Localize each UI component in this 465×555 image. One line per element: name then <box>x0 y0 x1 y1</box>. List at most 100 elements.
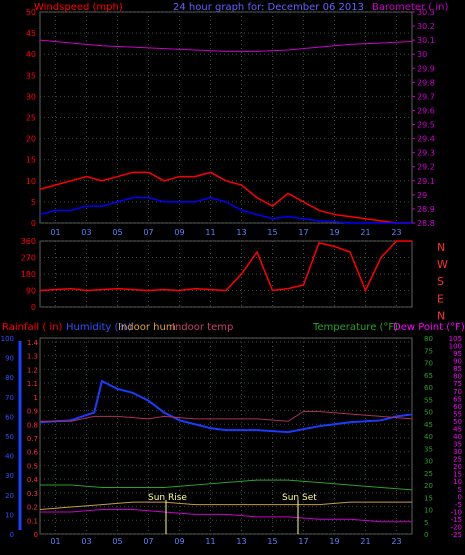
y-right-tick-label: 29.9 <box>417 64 435 73</box>
dewpoint-tick-label: 5 <box>458 486 462 494</box>
dewpoint-tick-label: 105 <box>449 335 462 343</box>
humidity-tick-label: 20 <box>5 492 14 500</box>
rainfall-tick-label: 0.7 <box>27 435 38 443</box>
temperature-tick-label: 40 <box>424 433 433 441</box>
y-right-tick-label: 30.1 <box>417 36 435 45</box>
dewpoint-tick-label: 55 <box>453 410 462 418</box>
compass-label: W <box>437 258 448 271</box>
dewpoint-tick-label: 45 <box>453 425 462 433</box>
x-tick-label: 23 <box>391 537 401 546</box>
y-right-tick-label: 28.8 <box>417 219 435 228</box>
dewpoint-tick-label: 30 <box>453 448 462 456</box>
x-tick-label: 15 <box>267 228 277 237</box>
sun-rise-label: Sun Rise <box>148 493 187 503</box>
series-line <box>40 479 413 491</box>
compass-label: S <box>437 275 444 288</box>
series-line <box>39 240 412 293</box>
chart-title: 24 hour graph for: December 06 2013 <box>173 2 364 13</box>
y-tick-label: 360 <box>21 237 36 246</box>
dew-point-label: Dew Point (°F) <box>393 322 465 333</box>
rainfall-tick-label: 0.8 <box>27 421 38 429</box>
series-line <box>40 411 413 422</box>
x-tick-label: 15 <box>267 537 277 546</box>
temperature-tick-label: 35 <box>424 445 433 453</box>
x-tick-label: 09 <box>174 537 184 546</box>
series-line <box>40 509 412 523</box>
x-tick-label: 09 <box>174 228 184 237</box>
dewpoint-tick-label: 20 <box>453 463 462 471</box>
x-tick-label: 01 <box>50 537 60 546</box>
temperature-tick-label: 25 <box>424 470 433 478</box>
temperature-tick-label: 45 <box>424 421 433 429</box>
rainfall-tick-label: 0.2 <box>27 504 38 512</box>
rainfall-label: Rainfall ( in) <box>2 322 63 333</box>
y-right-tick-label: 29.2 <box>417 163 435 172</box>
dewpoint-tick-label: 60 <box>453 403 462 411</box>
series-line <box>39 39 413 52</box>
temperature-tick-label: 75 <box>424 347 433 355</box>
x-tick-label: 07 <box>143 228 153 237</box>
dewpoint-tick-label: 35 <box>453 441 462 449</box>
temperature-tick-label: 30 <box>424 458 433 466</box>
dewpoint-tick-label: 50 <box>453 418 462 426</box>
y-tick-label: 40 <box>26 50 36 59</box>
y-right-tick-label: 29.3 <box>417 149 435 158</box>
indoor-hum-label: Indoor hum <box>118 322 176 333</box>
y-right-tick-label: 29.4 <box>417 135 435 144</box>
rainfall-tick-label: 0.4 <box>27 476 39 484</box>
compass-label: N <box>437 241 445 254</box>
dewpoint-tick-label: -15 <box>451 516 462 524</box>
rainfall-tick-label: 1.3 <box>27 353 38 361</box>
rainfall-tick-label: 1 <box>34 394 38 402</box>
y-right-tick-label: 29.7 <box>417 92 435 101</box>
humidity-tick-label: 80 <box>5 374 14 382</box>
y-right-tick-label: 30 <box>417 50 427 59</box>
x-tick-label: 05 <box>112 228 122 237</box>
x-tick-label: 05 <box>112 537 122 546</box>
y-tick-label: 25 <box>26 114 36 123</box>
rainfall-tick-label: 0 <box>34 531 38 539</box>
y-tick-label: 0 <box>31 219 36 228</box>
x-tick-label: 21 <box>360 537 370 546</box>
y-tick-label: 20 <box>26 135 36 144</box>
y-tick-label: 50 <box>26 8 36 17</box>
y-right-tick-label: 29 <box>417 191 427 200</box>
x-tick-label: 21 <box>360 228 370 237</box>
x-tick-label: 11 <box>205 228 215 237</box>
dewpoint-tick-label: 65 <box>453 395 462 403</box>
x-tick-label: 07 <box>143 537 153 546</box>
x-tick-label: 19 <box>329 537 339 546</box>
temperature-tick-label: 20 <box>424 482 433 490</box>
y-tick-label: 180 <box>21 270 36 279</box>
y-tick-label: 0 <box>31 303 36 312</box>
rainfall-tick-label: 0.6 <box>27 449 39 457</box>
x-tick-label: 01 <box>50 228 60 237</box>
rainfall-tick-label: 1.4 <box>27 339 39 347</box>
rainfall-tick-label: 1.2 <box>27 366 38 374</box>
humidity-tick-label: 60 <box>5 413 14 421</box>
humidity-tick-label: 30 <box>5 472 14 480</box>
y-tick-label: 30 <box>26 92 36 101</box>
x-tick-label: 03 <box>81 537 91 546</box>
humidity-tick-label: 70 <box>5 394 14 402</box>
temperature-tick-label: 15 <box>424 494 433 502</box>
x-tick-label: 17 <box>298 537 308 546</box>
dewpoint-tick-label: 40 <box>453 433 462 441</box>
dewpoint-tick-label: 80 <box>453 373 462 381</box>
y-tick-label: 45 <box>26 29 36 38</box>
x-tick-label: 19 <box>329 228 339 237</box>
temperature-tick-label: 50 <box>424 409 433 417</box>
dewpoint-tick-label: 75 <box>453 380 462 388</box>
dewpoint-tick-label: -20 <box>451 523 462 531</box>
rainfall-tick-label: 0.3 <box>27 490 38 498</box>
temperature-tick-label: 0 <box>424 531 428 539</box>
dewpoint-tick-label: 85 <box>453 365 462 373</box>
temperature-tick-label: 10 <box>424 507 433 515</box>
rainfall-tick-label: 0.9 <box>27 408 38 416</box>
y-right-tick-label: 29.8 <box>417 78 435 87</box>
y-right-tick-label: 30.2 <box>417 22 435 31</box>
humidity-label: Humidity (%) <box>66 322 132 333</box>
compass-label: E <box>437 292 444 305</box>
x-tick-label: 11 <box>205 537 215 546</box>
